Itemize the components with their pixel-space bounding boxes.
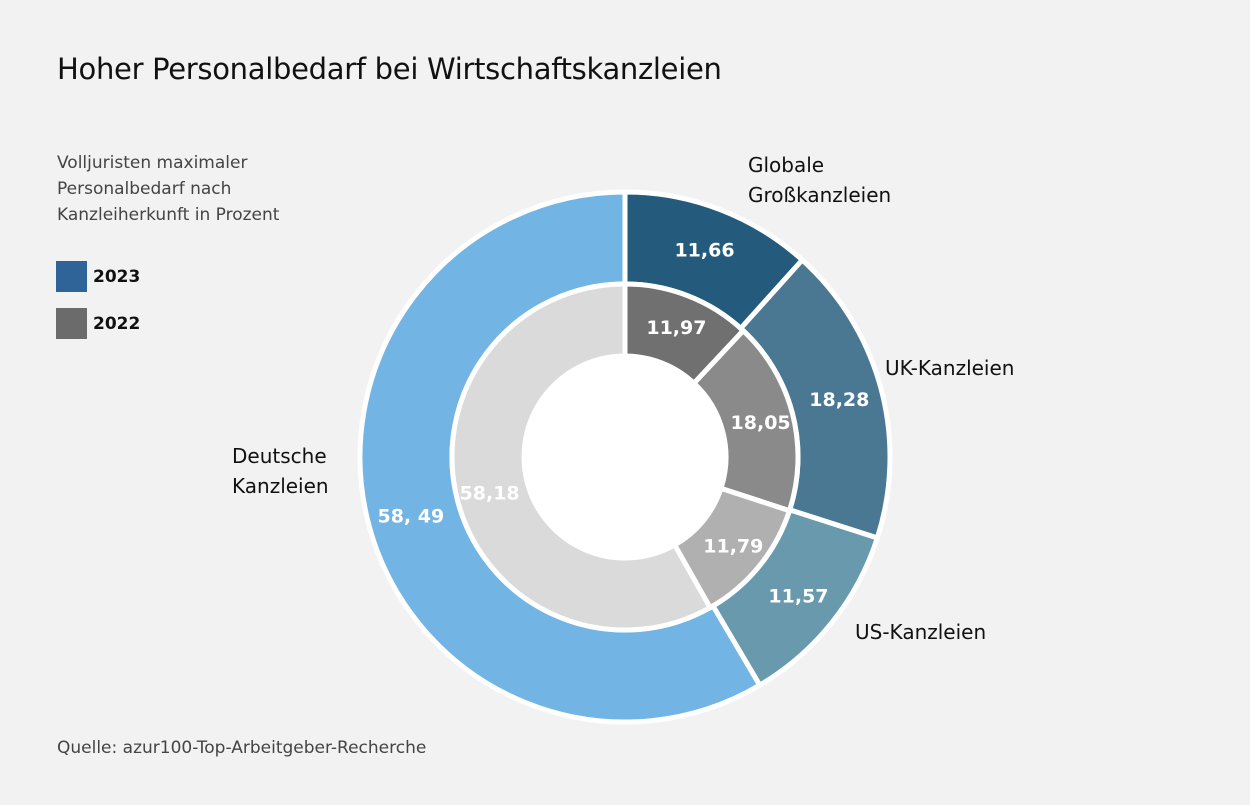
legend-label-2022: 2022	[93, 313, 141, 334]
value-label-2022-global: 11,97	[646, 317, 706, 339]
value-label-2022-deutsche: 58,18	[460, 483, 520, 505]
category-label-deutsche: Deutsche Kanzleien	[232, 444, 329, 498]
value-label-2023-deutsche: 58, 49	[377, 506, 444, 528]
value-label-2022-us: 11,79	[703, 536, 763, 558]
chart-subtitle: Volljuristen maximaler Personalbedarf na…	[57, 153, 280, 225]
value-label-2022-uk: 18,05	[731, 412, 791, 434]
legend-label-2023: 2023	[93, 266, 141, 287]
chart-title: Hoher Personalbedarf bei Wirtschaftskanz…	[57, 52, 722, 86]
value-label-2023-global: 11,66	[674, 240, 734, 262]
legend-item-2023: 2023	[56, 261, 140, 292]
category-label-us: US-Kanzleien	[855, 620, 987, 644]
legend-swatch-2022	[56, 308, 87, 339]
donut-hole	[526, 358, 724, 556]
value-label-2023-us: 11,57	[768, 586, 828, 608]
source-note: Quelle: azur100-Top-Arbeitgeber-Recherch…	[57, 738, 427, 758]
legend-item-2022: 2022	[56, 308, 140, 339]
category-label-global: Globale Großkanzleien	[748, 153, 892, 207]
slice-2022-deutsche	[449, 281, 714, 633]
value-label-2023-uk: 18,28	[809, 389, 869, 411]
legend-swatch-2023	[56, 261, 87, 292]
category-label-uk: UK-Kanzleien	[885, 356, 1015, 380]
